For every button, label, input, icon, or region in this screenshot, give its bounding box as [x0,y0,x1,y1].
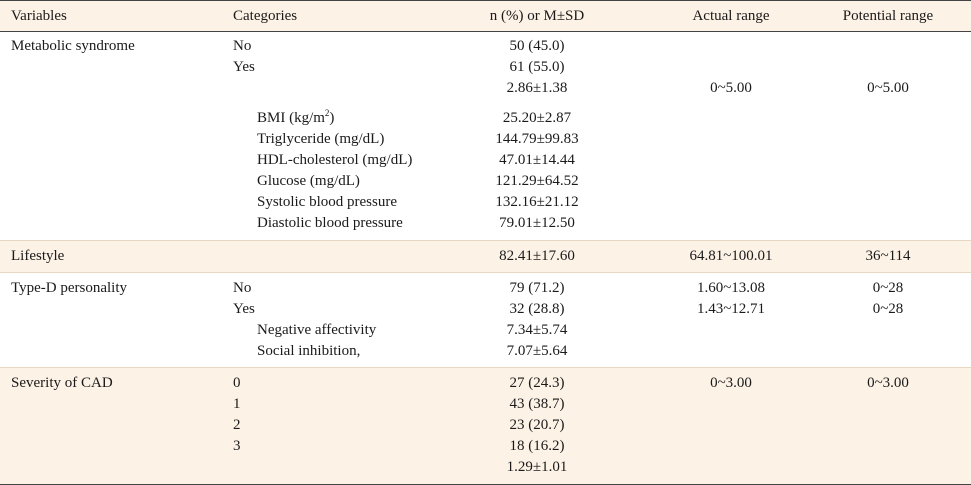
header-potential-range: Potential range [842,8,934,24]
potential-range-value: 0~28 [872,280,904,296]
n-value: 47.01±14.44 [499,152,575,168]
category-label: 2 [233,417,241,433]
n-value: 7.07±5.64 [506,343,568,359]
header-categories: Categories [233,8,298,24]
potential-range-value: 0~28 [872,301,904,317]
section-type-d-personality: Type-D personality No 79 (71.2) 1.60~13.… [0,272,971,367]
n-value: 50 (45.0) [509,38,565,54]
subitem-label: HDL-cholesterol (mg/dL) [257,152,413,168]
category-label: 0 [233,375,241,391]
n-value: 79.01±12.50 [499,215,575,231]
potential-range-value: 0~5.00 [867,80,909,96]
variable-label: Severity of CAD [11,375,113,391]
subitem-label: Triglyceride (mg/dL) [257,131,385,147]
subitem-label: Diastolic blood pressure [257,215,403,231]
actual-range-value: 64.81~100.01 [689,248,773,264]
n-value: 82.41±17.60 [499,248,575,264]
category-label: No [233,38,252,54]
variable-label: Metabolic syndrome [11,38,135,54]
section-metabolic-syndrome: Metabolic syndrome No 50 (45.0) Yes 61 (… [0,32,971,240]
variable-label: Type-D personality [11,280,128,296]
section-severity-of-cad: Severity of CAD 0 27 (24.3) 0~3.00 0~3.0… [0,367,971,484]
header-actual-range: Actual range [692,8,770,24]
n-value: 18 (16.2) [509,438,565,454]
subitem-label: Social inhibition, [257,343,361,359]
variable-label: Lifestyle [11,248,65,264]
n-value: 43 (38.7) [509,396,565,412]
n-value: 132.16±21.12 [495,194,579,210]
subitem-label: Glucose (mg/dL) [257,173,360,189]
subitem-label: Negative affectivity [257,322,377,338]
actual-range-value: 1.60~13.08 [696,280,766,296]
category-label: 1 [233,396,241,412]
header-n: n (%) or M±SD [489,8,585,24]
category-label: 3 [233,438,241,454]
n-value: 7.34±5.74 [506,322,568,338]
n-value: 121.29±64.52 [495,173,579,189]
n-value: 144.79±99.83 [495,131,579,147]
category-label: Yes [233,59,255,75]
header-variables: Variables [11,8,67,24]
n-value: 32 (28.8) [509,301,565,317]
n-value: 23 (20.7) [509,417,565,433]
subitem-label: Systolic blood pressure [257,194,397,210]
n-value: 25.20±2.87 [502,110,572,126]
category-label: No [233,280,252,296]
actual-range-value: 1.43~12.71 [696,301,766,317]
potential-range-value: 36~114 [865,248,911,264]
n-value: 61 (55.0) [509,59,565,75]
n-value: 2.86±1.38 [506,80,568,96]
n-value: 79 (71.2) [509,280,565,296]
actual-range-value: 0~5.00 [710,80,752,96]
n-value: 27 (24.3) [509,375,565,391]
table-header: Variables Categories n (%) or M±SD Actua… [0,1,971,32]
category-label: Yes [233,301,255,317]
actual-range-value: 0~3.00 [710,375,752,391]
subitem-label: BMI (kg/m2) [257,108,335,127]
potential-range-value: 0~3.00 [867,375,909,391]
n-value: 1.29±1.01 [506,459,568,475]
section-lifestyle: Lifestyle 82.41±17.60 64.81~100.01 36~11… [0,240,971,272]
